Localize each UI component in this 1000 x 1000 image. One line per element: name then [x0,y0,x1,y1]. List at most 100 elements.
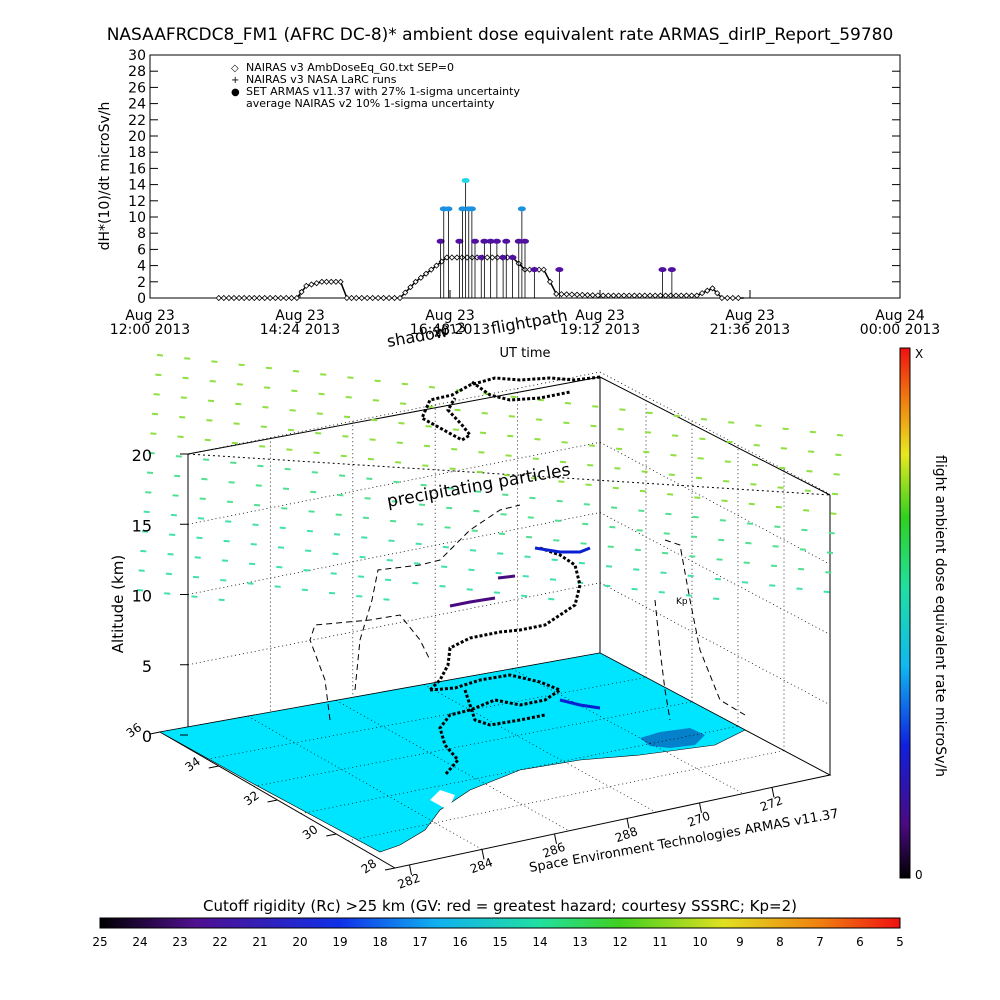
particle-dash [441,565,448,568]
particle-dash [301,588,308,592]
particle-dash [755,424,762,427]
nairas-marker [714,290,721,297]
particle-dash [833,473,840,476]
particle-dash [316,412,323,415]
particle-dash [383,598,390,601]
particle-dash [723,479,730,483]
y-tick-label: 22 [128,113,146,129]
particle-dash [660,571,667,574]
bottom-colorbar-tick: 19 [332,935,347,949]
particle-dash [692,515,699,519]
particle-dash [524,555,531,558]
y-tick-label: 6 [137,242,146,258]
particle-dash [750,483,757,486]
nairas-marker [672,292,680,299]
particle-dash [690,535,698,538]
lon-tick-mark [409,864,412,875]
particle-dash [138,569,145,572]
annotation-precipitating-particles: precipitating particles [385,460,572,512]
bottom-colorbar-tick: 12 [612,935,627,949]
particle-dash [197,517,205,520]
armas-point [455,238,464,244]
x-tick-label-date: Aug 23 [725,308,775,324]
particle-dash [287,428,295,432]
particle-dash [714,577,721,581]
particle-dash [228,481,235,484]
nairas-marker [605,292,612,299]
armas-series [436,178,676,298]
shadow-track-path-2 [309,614,431,721]
nairas-marker [636,292,643,299]
bottom-colorbar-tick: 5 [896,935,904,949]
y-tick-label: 28 [128,64,146,80]
nairas-marker [407,284,414,291]
particle-dash [745,541,752,545]
nairas-marker [652,292,659,299]
particle-dash [741,581,749,584]
bottom-colorbar-tick: 9 [736,935,744,949]
particle-dash [564,402,572,405]
particle-dash [372,399,380,402]
y-tick-label: 18 [128,145,146,161]
particle-dash [495,571,502,575]
particle-dash [697,457,704,460]
particle-dash [164,592,171,595]
particle-dash [527,516,534,519]
coast-cut [430,790,455,810]
nairas-marker [353,294,360,302]
nairas-marker [563,291,570,298]
nairas-marker [579,291,586,298]
legend-symbol: ● [231,87,240,98]
x-tick-label-date: Aug 24 [875,308,925,324]
particle-dash [556,499,563,503]
particle-dash [522,575,529,578]
particle-dash [279,526,286,530]
y-tick-label: 4 [137,259,146,275]
particle-dash [388,539,395,542]
nairas-marker [678,292,685,299]
particle-dash [592,405,599,408]
particle-dash [151,412,159,416]
lat-tick-mark [149,731,161,735]
bottom-colorbar-tick: 14 [532,935,547,949]
nairas-marker [584,291,591,299]
particle-dash [772,545,779,548]
particle-dash [420,483,427,487]
nairas-marker [251,294,258,302]
lat-tick-mark [208,765,219,769]
nairas-marker [641,292,648,299]
armas-point [477,255,486,260]
nairas-marker [574,291,581,298]
nairas-marker [215,294,222,302]
particle-dash [367,457,375,461]
particle-dash [148,451,155,455]
particle-dash [610,506,618,509]
particle-dash [391,500,398,503]
bottom-colorbar-gradient [99,917,901,929]
floor-grid-line [335,700,570,832]
legend-symbol: + [231,75,239,86]
nairas-marker [484,254,491,261]
particle-dash [638,509,645,513]
shadow-track-path-1 [354,504,521,691]
particle-dash [182,376,189,380]
particle-dash [395,461,402,464]
particle-dash [337,493,344,497]
flight-path [420,375,601,776]
nairas-marker [568,291,575,298]
particle-dash [466,588,473,591]
nairas-marker [380,294,387,302]
particle-dash [257,464,264,468]
right-colorbar-max: X [915,347,923,361]
particle-dash [665,512,672,516]
z-tick-label: 5 [142,657,152,676]
particle-dash [578,561,585,565]
x-tick-label-time: 16:48 2013 [410,322,490,338]
particle-dash [713,597,720,600]
y-tick-label: 12 [128,194,146,210]
particle-dash [153,393,160,396]
y-tick-label: 0 [137,291,146,307]
x-tick-label-time: 19:12 2013 [560,322,640,338]
particle-dash [751,463,759,467]
